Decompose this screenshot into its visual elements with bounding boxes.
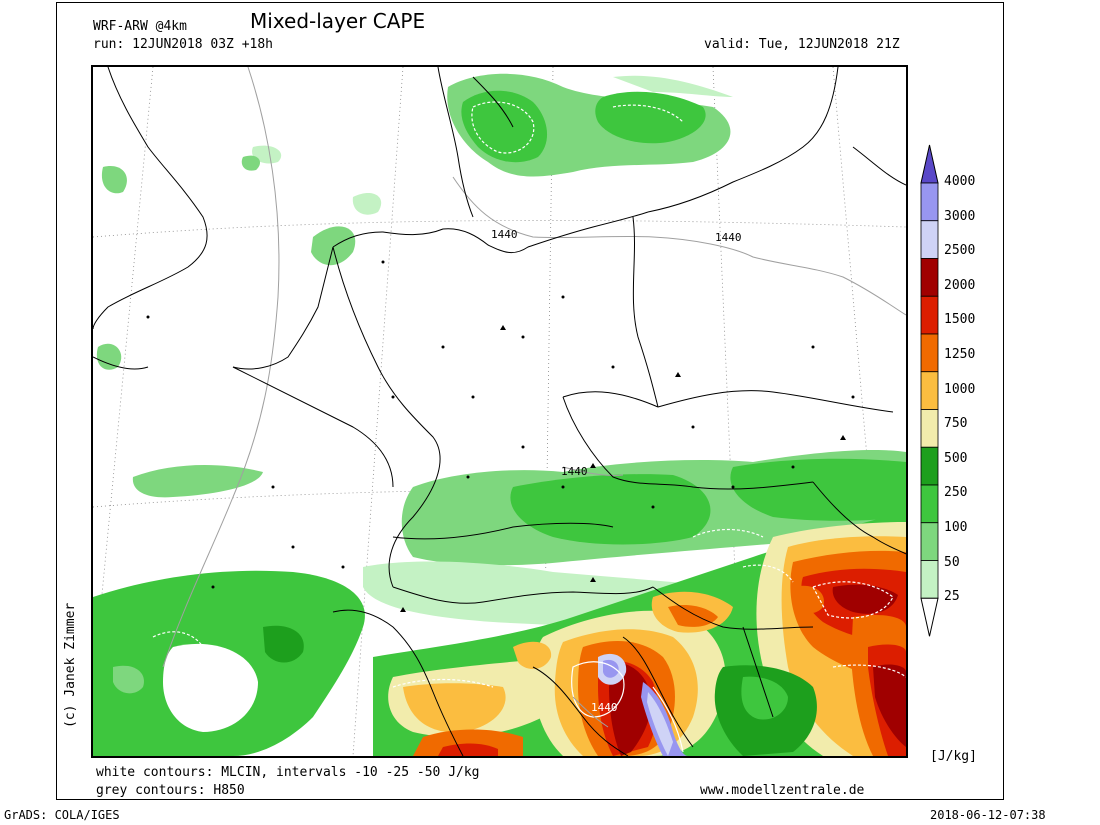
valid-label: valid: Tue, 12JUN2018 21Z — [704, 37, 900, 52]
colorbar-tick-label: 1000 — [944, 381, 976, 397]
city-markers — [146, 260, 855, 589]
cape-shading — [93, 73, 906, 756]
model-label: WRF-ARW @4km — [93, 19, 187, 34]
colorbar-tick-label: 250 — [944, 485, 968, 501]
colorbar-unit: [J/kg] — [930, 749, 977, 764]
colorbar-tick-label: 2500 — [944, 243, 976, 259]
peak-markers — [400, 325, 846, 612]
cin-note: white contours: MLCIN, intervals -10 -25… — [96, 765, 480, 780]
software-label: GrADS: COLA/IGES — [4, 808, 120, 822]
credit-label: (c) Janek Zimmer — [63, 602, 78, 728]
timestamp-label: 2018-06-12-07:38 — [930, 808, 1046, 822]
h850-label: 1440 — [561, 465, 588, 478]
website-label: www.modellzentrale.de — [700, 783, 865, 798]
h850-label: 1440 — [491, 228, 518, 241]
colorbar-tick-label: 2000 — [944, 277, 976, 293]
colorbar-tick-label: 4000 — [944, 174, 976, 189]
colorbar-tick-label: 500 — [944, 450, 968, 466]
plot-frame — [56, 2, 1004, 800]
colorbar-tick-label: 50 — [944, 554, 960, 570]
h850-note: grey contours: H850 — [96, 783, 245, 798]
h850-contours — [162, 67, 906, 728]
cin-contours — [152, 101, 906, 753]
colorbar-tick-label: 750 — [944, 416, 968, 432]
colorbar-tick-label: 1500 — [944, 312, 976, 328]
colorbar-tick-label: 100 — [944, 520, 968, 536]
coastlines — [93, 67, 906, 756]
colorbar-tick-label: 3000 — [944, 208, 976, 224]
colorbar-tick-label: 25 — [944, 589, 960, 605]
plot-title: Mixed-layer CAPE — [250, 9, 426, 33]
cape-map: 1440 1440 1440 1440 — [91, 65, 908, 758]
country-borders — [232, 216, 906, 718]
colorbar-tick-label: 1250 — [944, 347, 976, 363]
h850-label: 1440 — [715, 231, 742, 244]
run-label: run: 12JUN2018 03Z +18h — [93, 37, 274, 52]
h850-label: 1440 — [591, 701, 618, 714]
map-canvas — [93, 67, 906, 756]
